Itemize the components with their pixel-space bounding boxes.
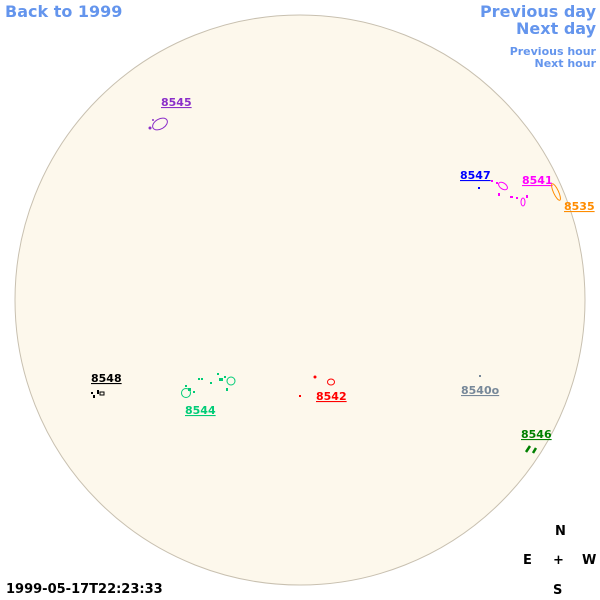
region-8544[interactable]: 8544 (181, 373, 236, 417)
region-label-8545[interactable]: 8545 (161, 96, 192, 109)
previous-day-link[interactable]: Previous day (479, 2, 596, 21)
next-day-link[interactable]: Next day (516, 19, 596, 38)
region-label-8540o[interactable]: 8540o (461, 384, 500, 397)
region-label-8547[interactable]: 8547 (460, 169, 491, 182)
compass-west: W (582, 553, 596, 568)
region-label-8535[interactable]: 8535 (564, 200, 595, 213)
sunspot (478, 187, 480, 189)
region-8545[interactable]: 8545 (148, 96, 192, 132)
compass-center: + (553, 553, 564, 568)
sunspot (152, 119, 154, 121)
solar-disk (14, 14, 586, 586)
region-label-8544[interactable]: 8544 (185, 404, 216, 417)
region-8540o[interactable]: 8540o (461, 375, 500, 397)
compass-north: N (555, 524, 566, 539)
compass-south: S (553, 583, 562, 598)
back-to-year-link[interactable]: Back to 1999 (5, 2, 123, 21)
region-label-8546[interactable]: 8546 (521, 428, 552, 441)
region-8546[interactable]: 8546 (521, 428, 552, 454)
region-8535[interactable]: 8535 (550, 183, 595, 213)
region-8548[interactable]: 8548 (91, 372, 122, 398)
observation-timestamp: 1999-05-17T22:23:33 (6, 582, 163, 597)
region-label-8541[interactable]: 8541 (522, 174, 553, 187)
region-8547[interactable]: 8547 (460, 169, 491, 189)
previous-hour-link[interactable]: Previous hour (509, 45, 596, 58)
sunspot (148, 126, 152, 130)
region-8541[interactable]: 8541 (491, 174, 553, 207)
sunspot-group (551, 183, 561, 201)
next-hour-link[interactable]: Next hour (534, 57, 597, 70)
region-label-8548[interactable]: 8548 (91, 372, 122, 385)
sunspot-group (152, 117, 168, 131)
region-label-8542[interactable]: 8542 (316, 390, 347, 403)
compass-east: E (523, 553, 532, 568)
sunspot-group (498, 181, 508, 191)
region-8542[interactable]: 8542 (299, 375, 347, 404)
